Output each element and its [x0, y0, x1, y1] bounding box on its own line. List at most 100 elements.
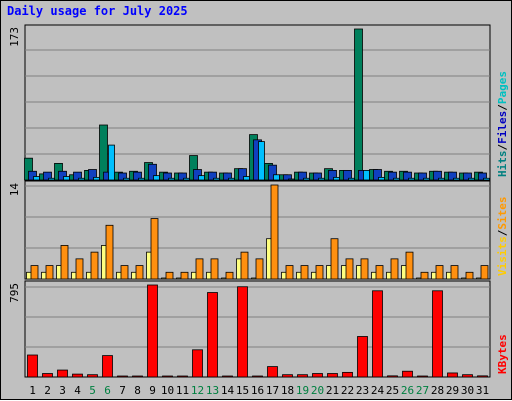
x-tick-label-14: 14 [221, 384, 235, 397]
bar-kbytes-day-17 [267, 366, 278, 378]
bar-pages-day-10 [168, 177, 175, 181]
bar-sites-day-22 [345, 258, 354, 280]
bar-pages-day-28 [438, 177, 445, 181]
bar-sites-day-29 [450, 265, 459, 280]
x-tick-label-10: 10 [161, 384, 174, 397]
bar-kbytes-day-21 [327, 373, 338, 378]
bar-files-day-18 [283, 174, 292, 181]
bar-pages-day-9 [153, 175, 160, 181]
bar-kbytes-day-20 [312, 373, 323, 378]
bar-pages-day-17 [273, 174, 280, 181]
panel-bottom [24, 280, 491, 378]
bar-pages-day-2 [48, 177, 55, 181]
bar-sites-day-30 [465, 271, 474, 280]
bar-kbytes-day-2 [42, 373, 53, 378]
bar-pages-day-13 [213, 177, 220, 181]
bar-kbytes-day-7 [117, 375, 128, 378]
bar-kbytes-day-4 [72, 373, 83, 378]
x-tick-label-17: 17 [266, 384, 279, 397]
bar-files-day-11 [178, 172, 187, 181]
x-tick-label-21: 21 [326, 384, 339, 397]
bar-files-day-27 [418, 172, 427, 181]
bar-sites-day-18 [285, 265, 294, 280]
bar-sites-day-9 [150, 218, 159, 280]
bar-pages-day-4 [78, 177, 85, 181]
bar-files-day-10 [163, 172, 172, 181]
bar-sites-day-5 [90, 251, 99, 280]
bar-files-day-25 [388, 171, 397, 181]
bar-kbytes-day-29 [447, 372, 458, 378]
bar-pages-day-29 [453, 177, 460, 181]
bar-pages-day-30 [468, 177, 475, 181]
bar-kbytes-day-30 [462, 374, 473, 378]
x-tick-label-26: 26 [401, 384, 414, 397]
x-tick-label-3: 3 [59, 384, 66, 397]
bar-files-day-5 [88, 169, 97, 181]
x-tick-label-8: 8 [134, 384, 141, 397]
bar-pages-day-3 [63, 176, 70, 181]
x-tick-label-23: 23 [356, 384, 369, 397]
bar-files-day-19 [298, 171, 307, 181]
bar-pages-day-7 [123, 177, 130, 181]
bar-sites-day-13 [210, 258, 219, 280]
legend-item-pages: Pages [496, 71, 509, 104]
bar-kbytes-day-3 [57, 369, 68, 378]
x-tick-label-2: 2 [44, 384, 51, 397]
x-tick-label-27: 27 [416, 384, 429, 397]
x-tick-label-13: 13 [206, 384, 219, 397]
bar-kbytes-day-23 [357, 336, 368, 378]
x-tick-label-16: 16 [251, 384, 264, 397]
x-tick-label-15: 15 [236, 384, 249, 397]
bar-sites-day-21 [330, 238, 339, 280]
bar-pages-day-15 [243, 176, 250, 181]
legend-bottom: KBytes [496, 334, 509, 374]
bar-pages-day-21 [333, 176, 340, 181]
bar-kbytes-day-26 [402, 370, 413, 378]
bar-kbytes-day-16 [252, 375, 263, 378]
bar-pages-day-14 [228, 177, 235, 181]
bar-sites-day-4 [75, 258, 84, 280]
bar-kbytes-day-25 [387, 375, 398, 378]
bar-files-day-20 [313, 172, 322, 181]
bar-files-day-21 [328, 169, 337, 181]
bar-kbytes-day-8 [132, 375, 143, 378]
legend-item-separator: / [496, 144, 509, 151]
x-tick-label-9: 9 [149, 384, 156, 397]
bar-files-day-4 [73, 171, 82, 181]
bar-pages-day-16 [258, 141, 265, 181]
bar-pages-day-19 [303, 177, 310, 181]
bar-pages-day-12 [198, 175, 205, 181]
x-tick-label-24: 24 [371, 384, 385, 397]
bar-sites-day-15 [240, 251, 249, 280]
chart-title: Daily usage for July 2025 [7, 4, 188, 18]
bar-sites-day-24 [375, 265, 384, 280]
y-max-label-top: 173 [8, 27, 21, 47]
bar-kbytes-day-9 [147, 284, 158, 378]
bar-pages-day-26 [408, 177, 415, 181]
bar-sites-day-1 [30, 265, 39, 280]
bar-files-day-7 [118, 172, 127, 181]
bar-sites-day-28 [435, 265, 444, 280]
bar-files-day-12 [193, 169, 202, 181]
bar-sites-day-16 [255, 258, 264, 280]
bar-pages-day-24 [378, 176, 385, 181]
bar-pages-day-25 [393, 177, 400, 181]
x-tick-label-11: 11 [176, 384, 189, 397]
x-tick-label-5: 5 [89, 384, 96, 397]
bar-kbytes-day-12 [192, 349, 203, 378]
bar-files-day-14 [223, 172, 232, 181]
bar-sites-day-19 [300, 265, 309, 280]
x-tick-label-30: 30 [461, 384, 474, 397]
bar-files-day-31 [478, 172, 487, 181]
bar-pages-day-20 [318, 177, 325, 181]
bar-kbytes-day-13 [207, 292, 218, 378]
x-tick-label-19: 19 [296, 384, 309, 397]
x-tick-label-12: 12 [191, 384, 204, 397]
x-tick-label-28: 28 [431, 384, 444, 397]
bar-files-day-28 [433, 170, 442, 181]
legend-item-hits: Hits [496, 151, 509, 178]
x-tick-label-18: 18 [281, 384, 294, 397]
legend-item-kbytes: KBytes [496, 334, 509, 374]
legend-item-visits: Visits [496, 236, 509, 276]
